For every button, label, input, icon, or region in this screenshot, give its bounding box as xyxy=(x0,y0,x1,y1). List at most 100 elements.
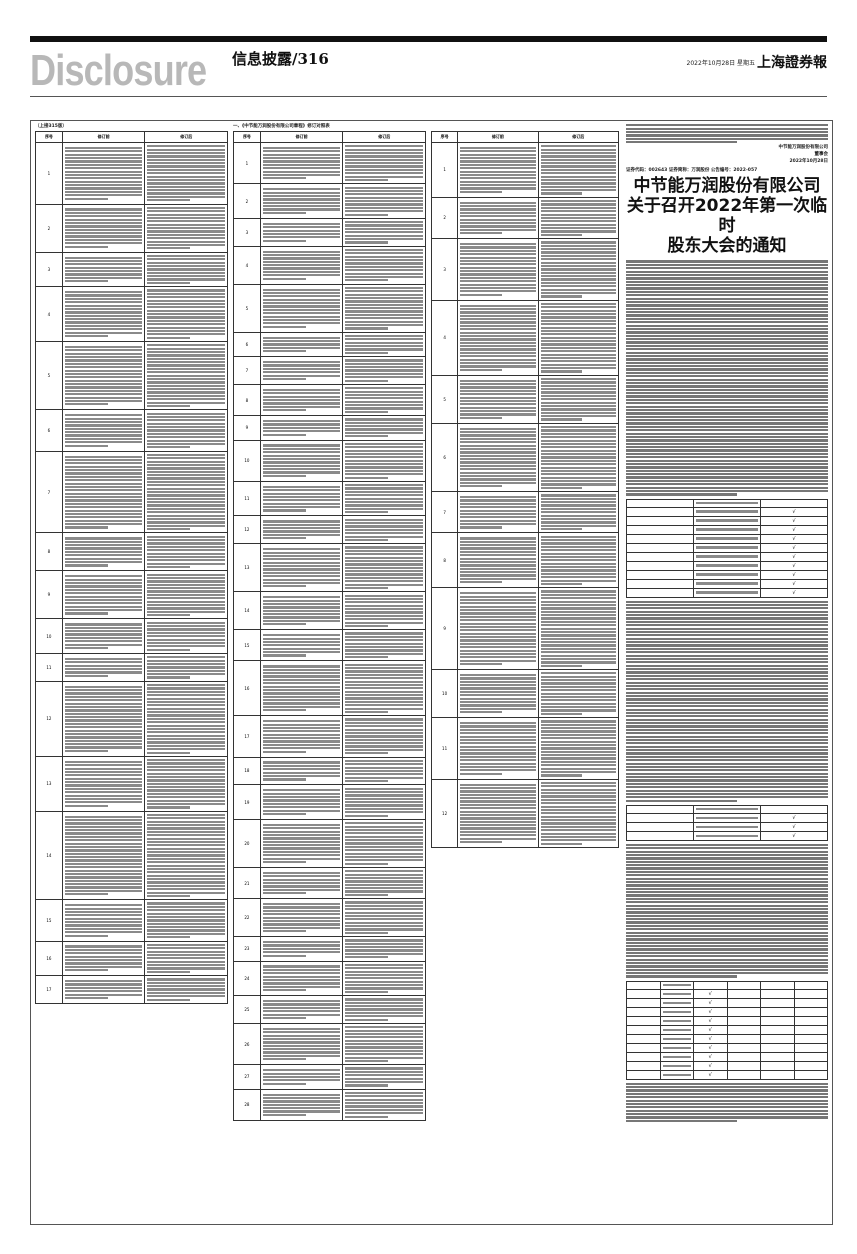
text-line xyxy=(262,565,341,568)
text-line xyxy=(147,964,225,967)
text-line xyxy=(64,270,143,273)
text-line xyxy=(540,436,616,439)
text-line xyxy=(147,648,191,651)
text-line xyxy=(626,975,738,978)
text-line xyxy=(540,511,616,514)
text-line xyxy=(345,776,423,779)
text-line xyxy=(460,228,536,231)
text-line xyxy=(345,237,423,241)
text-line xyxy=(460,368,502,371)
text-line xyxy=(626,365,828,368)
text-line xyxy=(345,265,423,268)
text-line xyxy=(540,634,616,637)
text-line xyxy=(540,350,616,353)
text-line xyxy=(262,288,341,291)
text-line xyxy=(147,309,225,312)
text-line xyxy=(460,276,536,279)
text-line xyxy=(540,158,616,161)
text-line xyxy=(540,473,616,476)
text-line xyxy=(345,241,389,244)
text-line xyxy=(460,184,536,187)
text-line xyxy=(64,661,143,664)
text-line xyxy=(64,386,143,389)
text-line xyxy=(345,456,423,459)
text-line xyxy=(345,425,423,428)
text-line xyxy=(460,153,536,156)
text-line xyxy=(626,722,828,725)
text-line xyxy=(460,592,536,595)
text-line xyxy=(64,256,143,259)
text-line xyxy=(345,490,423,493)
text-line xyxy=(262,533,341,536)
text-line xyxy=(460,646,536,649)
text-line xyxy=(64,211,143,214)
text-line xyxy=(540,597,616,600)
text-line xyxy=(345,763,423,766)
text-line xyxy=(345,341,423,344)
text-line xyxy=(262,596,341,599)
text-line xyxy=(147,501,225,504)
text-line xyxy=(345,752,389,755)
text-line xyxy=(64,187,143,190)
text-line xyxy=(262,405,341,408)
text-line xyxy=(460,201,536,204)
text-line xyxy=(540,456,616,459)
text-line xyxy=(262,792,341,795)
table-header: 序号 xyxy=(233,131,261,143)
text-line xyxy=(147,394,225,397)
table-row: 18 xyxy=(233,756,426,786)
text-line xyxy=(147,721,225,724)
text-line xyxy=(460,690,536,693)
headline-line: 股东大会的通知 xyxy=(667,236,787,257)
text-line xyxy=(345,525,423,528)
text-line xyxy=(345,559,423,563)
text-line xyxy=(147,480,225,483)
text-line xyxy=(262,527,341,530)
text-line xyxy=(540,672,616,675)
check-mark: √ xyxy=(693,1033,728,1044)
text-line xyxy=(64,431,143,434)
column-3: 序号 修订前 修订后 1 2 3 4 5 6 7 8 9 10 11 12 xyxy=(430,123,620,849)
text-line xyxy=(345,293,423,296)
text-line xyxy=(64,832,143,835)
text-line xyxy=(262,339,341,343)
text-line xyxy=(262,1041,341,1044)
text-line xyxy=(540,757,616,760)
text-line xyxy=(460,615,536,618)
text-line xyxy=(460,813,536,817)
text-line xyxy=(147,580,225,583)
text-line xyxy=(345,773,423,776)
text-line xyxy=(147,333,225,336)
text-line xyxy=(626,338,828,341)
text-line xyxy=(64,927,143,930)
text-line xyxy=(626,897,828,900)
text-line xyxy=(460,722,536,725)
text-line xyxy=(345,811,423,814)
text-line xyxy=(626,304,828,307)
table-header: 修订后 xyxy=(144,131,228,143)
text-line xyxy=(64,945,143,948)
text-line xyxy=(262,274,341,277)
text-line xyxy=(460,735,536,738)
text-line xyxy=(626,358,828,361)
text-line xyxy=(626,473,828,476)
text-line xyxy=(540,781,616,785)
text-line xyxy=(262,305,341,308)
text-line xyxy=(540,206,616,209)
check-mark: √ xyxy=(693,1042,728,1053)
text-line xyxy=(147,168,225,171)
text-line xyxy=(147,258,225,261)
text-line xyxy=(147,296,225,299)
table-row: 14 xyxy=(35,810,228,901)
text-line xyxy=(626,627,828,630)
text-line xyxy=(540,446,616,449)
text-line xyxy=(460,341,536,344)
text-line xyxy=(262,558,341,561)
text-line xyxy=(64,331,143,334)
text-line xyxy=(460,506,536,509)
text-line xyxy=(147,864,225,867)
text-line xyxy=(626,392,828,395)
text-line xyxy=(626,429,828,432)
text-line xyxy=(460,673,536,677)
text-line xyxy=(64,482,143,485)
